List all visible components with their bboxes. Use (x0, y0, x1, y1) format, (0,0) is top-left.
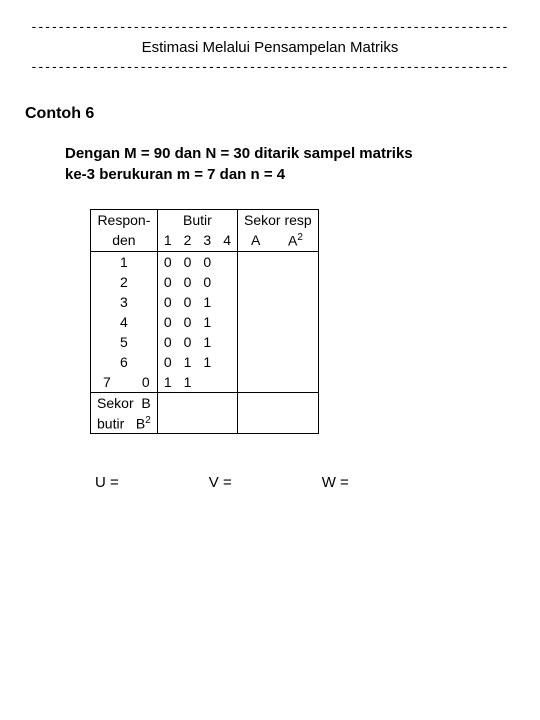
table-row: 6 0 1 1 (91, 352, 319, 372)
page-title: Estimasi Melalui Pensampelan Matriks (30, 35, 510, 60)
hdr-respon: Respon- (91, 210, 158, 231)
table-footer-row: Sekor B (91, 392, 319, 413)
table-row: 3 0 0 1 (91, 292, 319, 312)
eq-W: W = (322, 474, 349, 491)
hdr-c3: 3 (197, 230, 217, 251)
body-line1: Dengan M = 90 dan N = 30 ditarik sampel … (65, 145, 413, 162)
top-dashline: ----------------------------------------… (30, 20, 510, 35)
hdr-c1: 1 (157, 230, 177, 251)
table-row: 4 0 0 1 (91, 312, 319, 332)
hdr-butir: Butir (157, 210, 237, 231)
table-row: 1 0 0 0 (91, 251, 319, 272)
body-line2: ke-3 berukuran m = 7 dan n = 4 (65, 166, 285, 183)
hdr-A: A (238, 230, 274, 251)
hdr-den: den (91, 230, 158, 251)
bottom-dashline: ----------------------------------------… (30, 60, 510, 75)
table-row: 5 0 0 1 (91, 332, 319, 352)
equations-row: U = V = W = (95, 474, 510, 491)
data-table: Respon- Butir Sekor resp den 1 2 3 4 A A… (90, 209, 319, 434)
hdr-c2: 2 (178, 230, 198, 251)
hdr-A2: A2 (273, 230, 318, 251)
table-footer-row: butir B2 (91, 413, 319, 434)
hdr-c4: 4 (217, 230, 237, 251)
eq-U: U = (95, 474, 119, 491)
section-heading: Contoh 6 (25, 105, 510, 123)
table-row: 7 0 1 1 (91, 372, 319, 393)
table-row: 2 0 0 0 (91, 272, 319, 292)
hdr-sekor-resp: Sekor resp (238, 210, 319, 231)
body-text: Dengan M = 90 dan N = 30 ditarik sampel … (65, 143, 510, 185)
eq-V: V = (209, 474, 232, 491)
